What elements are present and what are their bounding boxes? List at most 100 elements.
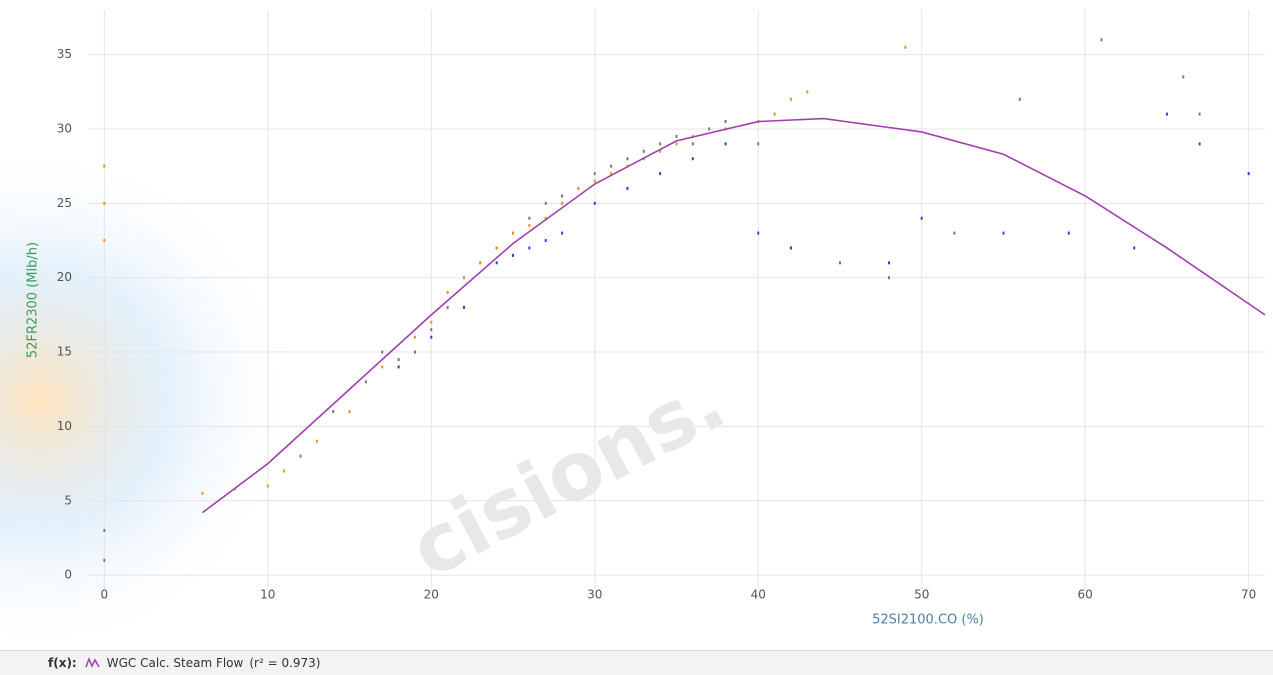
y-tick-label: 30 xyxy=(57,121,72,135)
y-axis-label: 52FR2300 (Mlb/h) xyxy=(26,242,41,358)
scatter-point xyxy=(103,202,105,205)
scatter-point xyxy=(430,336,432,339)
scatter-point xyxy=(283,470,285,473)
scatter-point xyxy=(1068,232,1070,235)
scatter-point xyxy=(1248,172,1250,175)
scatter-point xyxy=(839,261,841,264)
scatter-point xyxy=(676,135,678,138)
scatter-point xyxy=(594,202,596,205)
scatter-point xyxy=(398,365,400,368)
scatter-point xyxy=(757,142,759,145)
page: {"chart_data": { "type": "scatter", "x_l… xyxy=(0,0,1273,674)
scatter-point xyxy=(398,358,400,361)
y-tick-label: 15 xyxy=(57,345,72,359)
scatter-point xyxy=(528,224,530,227)
scatter-point xyxy=(528,217,530,220)
y-tick-label: 20 xyxy=(57,270,72,284)
scatter-point xyxy=(888,261,890,264)
scatter-point xyxy=(626,157,628,160)
scatter-point xyxy=(692,142,694,145)
x-tick-label: 20 xyxy=(424,588,439,602)
scatter-point xyxy=(545,239,547,242)
scatter-point xyxy=(1019,98,1021,101)
fit-legend: f(x): WGC Calc. Steam Flow (r² = 0.973) xyxy=(0,650,1273,675)
x-tick-label: 10 xyxy=(260,588,275,602)
legend-entry: WGC Calc. Steam Flow xyxy=(107,656,244,670)
scatter-point xyxy=(528,246,530,249)
scatter-point xyxy=(610,165,612,168)
scatter-point xyxy=(1199,113,1201,116)
watermark-glow xyxy=(0,140,300,650)
x-tick-label: 0 xyxy=(101,588,109,602)
scatter-point xyxy=(496,261,498,264)
scatter-point xyxy=(626,187,628,190)
y-tick-label: 5 xyxy=(64,493,72,507)
scatter-point xyxy=(790,246,792,249)
scatter-point xyxy=(430,328,432,331)
scatter-point xyxy=(381,365,383,368)
scatter-point xyxy=(414,336,416,339)
scatter-point xyxy=(594,180,596,183)
scatter-point xyxy=(725,120,727,123)
scatter-point xyxy=(806,90,808,93)
fit-line xyxy=(202,119,1265,513)
scatter-point xyxy=(463,306,465,309)
scatter-point xyxy=(103,165,105,168)
scatter-point xyxy=(381,351,383,354)
scatter-point xyxy=(496,246,498,249)
scatter-point xyxy=(577,187,579,190)
scatter-point xyxy=(659,172,661,175)
x-tick-label: 30 xyxy=(587,588,602,602)
scatter-point xyxy=(447,291,449,294)
scatter-point xyxy=(430,321,432,324)
scatter-point xyxy=(1166,113,1168,116)
fit-stat: (r² = 0.973) xyxy=(249,656,320,670)
scatter-point xyxy=(561,232,563,235)
scatter-point xyxy=(365,380,367,383)
scatter-point xyxy=(676,142,678,145)
scatter-point xyxy=(888,276,890,279)
y-tick-label: 25 xyxy=(57,196,72,210)
scatter-point xyxy=(349,410,351,413)
scatter-point xyxy=(643,150,645,153)
scatter-point xyxy=(447,306,449,309)
scatter-point xyxy=(1133,246,1135,249)
scatter-point xyxy=(921,217,923,220)
scatter-point xyxy=(300,455,302,458)
scatter-point xyxy=(545,202,547,205)
x-tick-label: 50 xyxy=(914,588,929,602)
scatter-point xyxy=(1002,232,1004,235)
scatter-point xyxy=(267,484,269,487)
fit-prefix: f(x): xyxy=(48,656,77,670)
scatter-point xyxy=(561,194,563,197)
x-tick-label: 40 xyxy=(751,588,766,602)
x-tick-label: 60 xyxy=(1078,588,1093,602)
x-axis-label: 52SI2100.CO (%) xyxy=(872,613,984,628)
scatter-point xyxy=(103,239,105,242)
scatter-point xyxy=(953,232,955,235)
scatter-point xyxy=(904,46,906,49)
scatter-point xyxy=(757,232,759,235)
scatter-point xyxy=(692,157,694,160)
watermark: cisions. xyxy=(396,355,740,597)
scatter-point xyxy=(512,254,514,257)
scatter-point xyxy=(708,127,710,130)
scatter-point xyxy=(790,98,792,101)
scatter-point xyxy=(103,529,105,532)
scatter-point xyxy=(1182,75,1184,78)
scatter-point xyxy=(463,276,465,279)
scatter-point xyxy=(512,232,514,235)
scatter-point xyxy=(594,172,596,175)
scatter-point xyxy=(103,559,105,562)
scatter-point xyxy=(659,142,661,145)
scatter-point xyxy=(774,113,776,116)
scatter-point xyxy=(1101,38,1103,41)
scatter-point xyxy=(479,261,481,264)
scatter-point xyxy=(201,492,203,495)
x-tick-label: 70 xyxy=(1241,588,1256,602)
scatter-point xyxy=(725,142,727,145)
fit-icon xyxy=(85,657,101,669)
scatter-point xyxy=(1199,142,1201,145)
y-tick-label: 35 xyxy=(57,47,72,61)
scatter-point xyxy=(414,351,416,354)
